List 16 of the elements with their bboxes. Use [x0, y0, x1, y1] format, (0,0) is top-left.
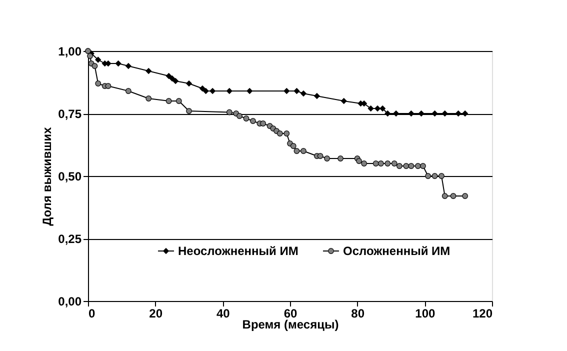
x-tick-label: 80: [351, 306, 365, 320]
x-axis-title: Время (месяцы): [242, 318, 339, 332]
y-axis-title: Доля выживших: [40, 126, 54, 226]
y-tick-label: 0,75: [58, 107, 82, 121]
y-tick-label: 0,00: [58, 294, 82, 308]
y-tick-label: 0,25: [58, 232, 82, 246]
x-tick-label: 20: [149, 306, 163, 320]
x-tick-label: 0: [88, 306, 96, 320]
y-tick-label: 0,50: [58, 170, 82, 184]
y-tick-label: 1,00: [58, 44, 82, 58]
legend-label: Осложненный ИМ: [343, 244, 450, 258]
x-tick-label: 100: [415, 306, 436, 320]
x-tick-label: 40: [216, 306, 230, 320]
x-tick-label: 60: [284, 306, 298, 320]
legend-label: Неосложненный ИМ: [178, 244, 298, 258]
x-tick-label: 120: [472, 306, 493, 320]
